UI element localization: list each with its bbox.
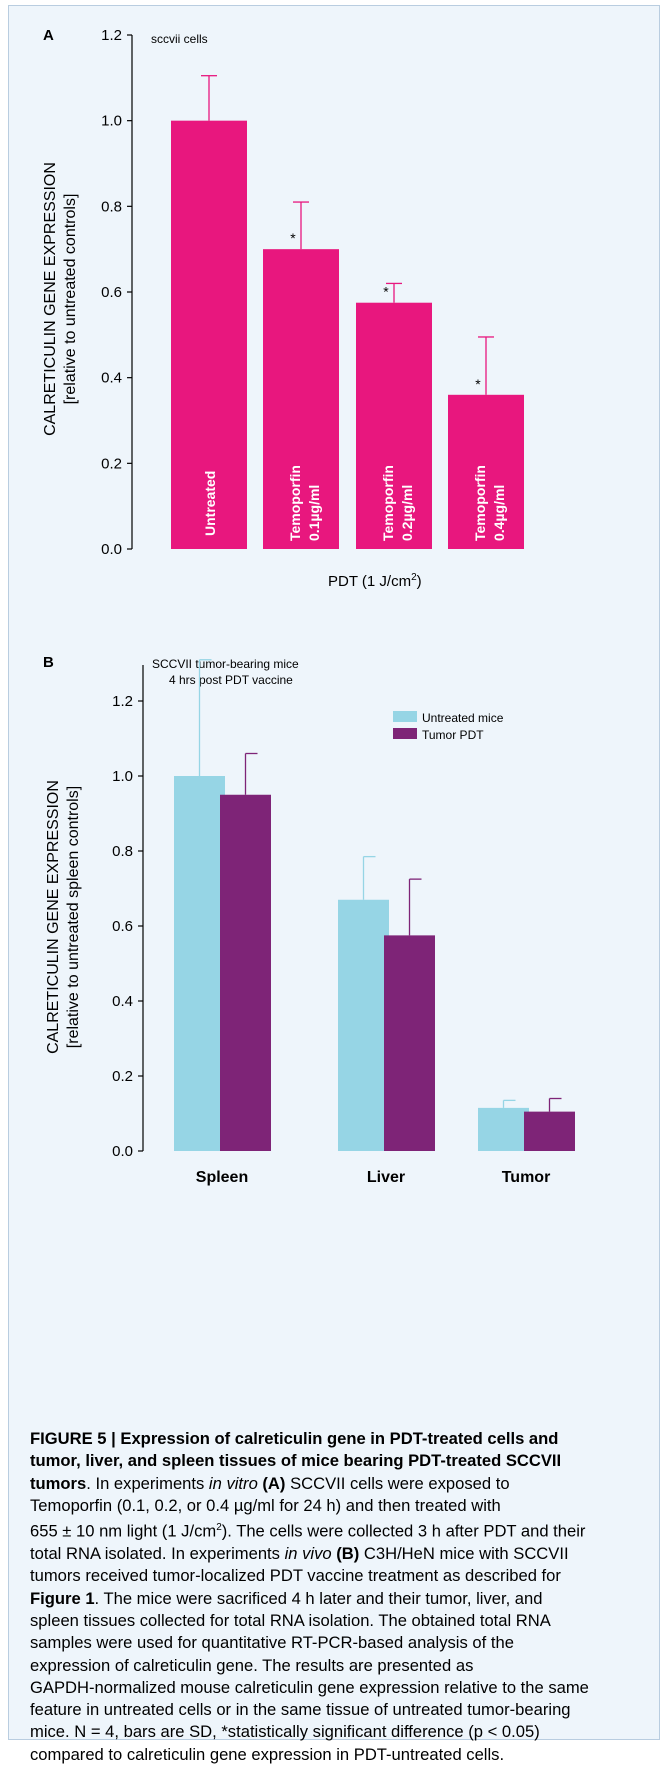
x-tick-label: Spleen (196, 1169, 248, 1186)
caption-line: samples were used for quantitative RT-PC… (30, 1633, 514, 1653)
caption-bold-text: (A) (257, 1473, 286, 1493)
bar (171, 120, 247, 550)
y-tick-label: 0.4 (112, 993, 133, 1010)
bar-label: Untreated (202, 471, 218, 536)
bar (356, 302, 432, 549)
significance-marker: * (475, 376, 481, 392)
caption-text: SCCVII cells were exposed to (285, 1473, 510, 1493)
y-tick-label: 1.0 (101, 113, 122, 130)
caption-line: feature in untreated cells or in the sam… (30, 1700, 571, 1720)
caption-line: tumor, liver, and spleen tissues of mice… (30, 1451, 562, 1471)
caption-text: 655 ± 10 nm light (1 J/cm (30, 1521, 217, 1541)
caption-line: expression of calreticulin gene. The res… (30, 1655, 474, 1675)
x-tick-label: Liver (367, 1169, 405, 1186)
y-tick-label: 0.2 (101, 455, 122, 472)
y-tick-label: 1.0 (112, 768, 133, 785)
caption-line: 655 ± 10 nm light (1 J/cm2). The cells w… (30, 1517, 650, 1543)
bar-label: 0.2µg/ml (399, 485, 415, 541)
caption-italic-text: in vivo (284, 1544, 332, 1564)
bar (384, 935, 435, 1151)
y-tick-label: 0.2 (112, 1068, 133, 1085)
caption-line: mice. N = 4, bars are SD, *statistically… (30, 1722, 540, 1742)
x-tick-label: Tumor (502, 1169, 551, 1186)
bar (174, 776, 225, 1151)
y-axis-label: CALRETICULIN GENE EXPRESSION (42, 162, 59, 436)
bar-label: Temoporfin (380, 465, 396, 541)
caption-line: Figure 1. The mice were sacrificed 4 h l… (30, 1588, 650, 1610)
bar (263, 249, 339, 549)
y-tick-label: 1.2 (101, 27, 122, 44)
legend-label: Tumor PDT (422, 728, 484, 742)
chart-annotation: sccvii cells (151, 32, 208, 46)
y-tick-label: 0.0 (112, 1143, 133, 1160)
significance-marker: * (290, 230, 296, 246)
caption-bold-text: (B) (331, 1544, 360, 1564)
bar-label: 0.4µg/ml (491, 485, 507, 541)
caption-line: GAPDH-normalized mouse calreticulin gene… (30, 1677, 589, 1697)
y-axis-label: CALRETICULIN GENE EXPRESSION (45, 780, 62, 1054)
caption-line: total RNA isolated. In experiments in vi… (30, 1543, 650, 1565)
legend-label: Untreated mice (422, 711, 504, 725)
caption-line: tumors. In experiments in vitro (A) SCCV… (30, 1473, 650, 1495)
caption-text: . The mice were sacrificed 4 h later and… (94, 1588, 543, 1608)
caption-bold-text: Figure 1 (30, 1588, 95, 1608)
caption-line: Temoporfin (0.1, 0.2, or 0.4 µg/ml for 2… (30, 1495, 501, 1515)
bar (524, 1111, 575, 1151)
caption-text: C3H/HeN mice with SCCVII (359, 1544, 569, 1564)
y-axis-sublabel: [relative to untreated spleen controls] (65, 786, 82, 1048)
chart-annotation: SCCVII tumor-bearing mice (152, 657, 299, 671)
caption-line: tumors received tumor-localized PDT vacc… (30, 1566, 561, 1586)
panel-label: B (43, 654, 54, 671)
caption-text: . In experiments (86, 1473, 209, 1493)
caption-bold-text: tumors (30, 1473, 87, 1493)
y-tick-label: 1.2 (112, 693, 133, 710)
caption-text: total RNA isolated. In experiments (30, 1544, 285, 1564)
bar (220, 794, 271, 1151)
bar (338, 899, 389, 1151)
bar (478, 1107, 529, 1151)
y-tick-label: 0.8 (101, 198, 122, 215)
panel-label: A (43, 27, 54, 44)
x-axis-label: PDT (1 J/cm2) (328, 572, 422, 590)
caption-line: spleen tissues collected for total RNA i… (30, 1610, 551, 1630)
significance-marker: * (383, 284, 389, 300)
y-tick-label: 0.8 (112, 843, 133, 860)
y-tick-label: 0.6 (112, 918, 133, 935)
bar-label: Temoporfin (472, 465, 488, 541)
legend-swatch (393, 711, 417, 722)
bar-label: 0.1µg/ml (306, 485, 322, 541)
caption-superscript: 2 (216, 1522, 222, 1534)
bar (448, 394, 524, 549)
caption-line: compared to calreticulin gene expression… (30, 1744, 505, 1764)
y-tick-label: 0.4 (101, 370, 122, 387)
figure-caption: FIGURE 5 | Expression of calreticulin ge… (30, 1428, 650, 1766)
y-tick-label: 0.0 (101, 541, 122, 558)
y-axis-sublabel: [relative to untreated controls] (62, 194, 79, 405)
caption-line: FIGURE 5 | Expression of calreticulin ge… (30, 1429, 559, 1448)
bar-label: Temoporfin (287, 465, 303, 541)
caption-text: ). The cells were collected 3 h after PD… (221, 1521, 586, 1541)
caption-italic-text: in vitro (208, 1473, 258, 1493)
y-tick-label: 0.6 (101, 284, 122, 301)
chart-annotation: 4 hrs post PDT vaccine (169, 673, 293, 687)
legend-swatch (393, 728, 417, 739)
